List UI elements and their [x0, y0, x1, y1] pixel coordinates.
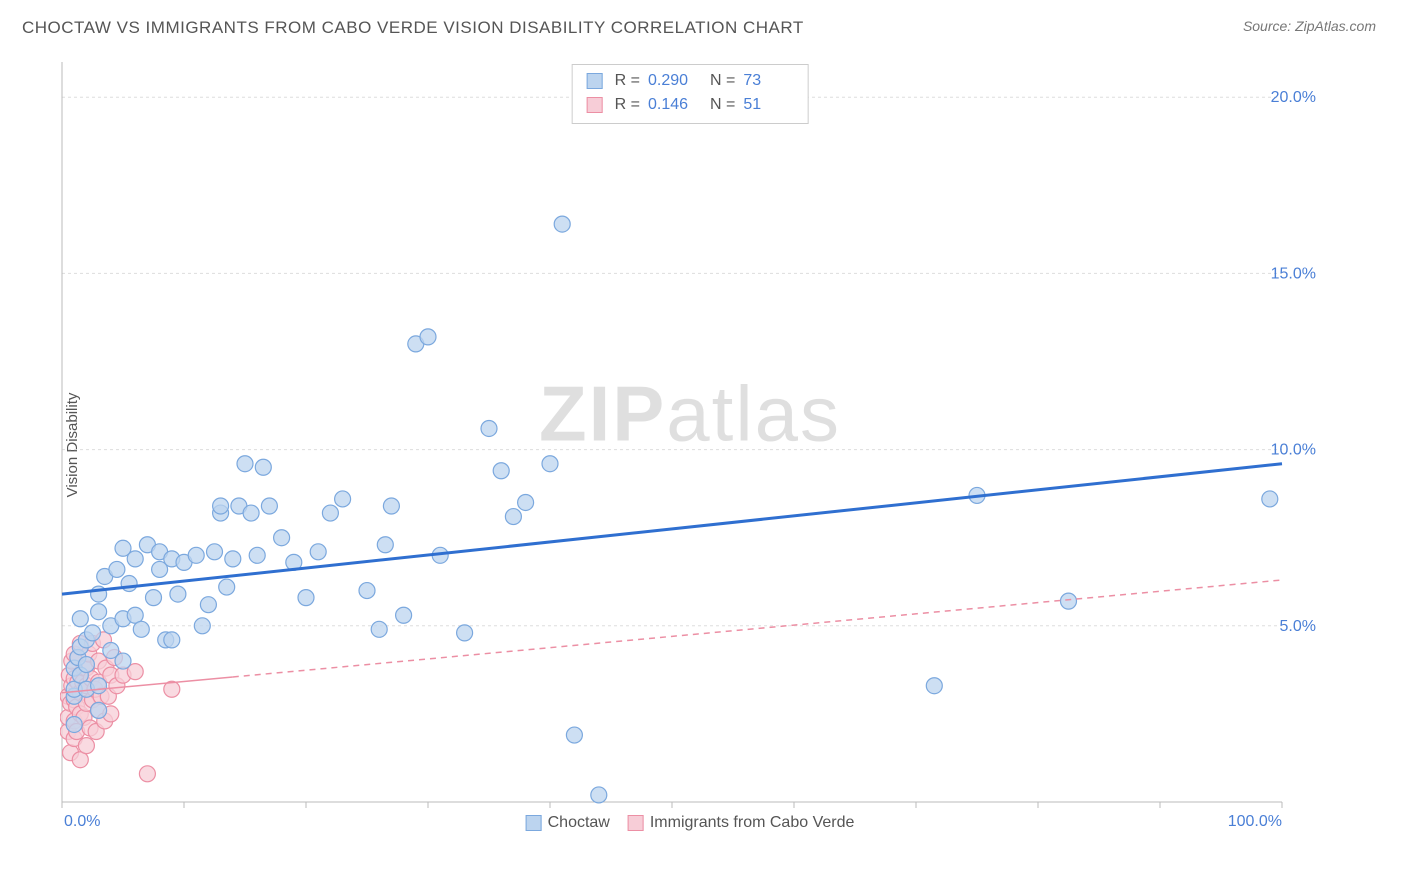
svg-text:5.0%: 5.0% — [1280, 618, 1316, 635]
svg-text:0.0%: 0.0% — [64, 813, 100, 830]
legend-label-choctaw: Choctaw — [548, 814, 610, 832]
legend-item-cabo: Immigrants from Cabo Verde — [628, 814, 855, 832]
legend-item-choctaw: Choctaw — [526, 814, 610, 832]
stats-legend: R = 0.290 N = 73 R = 0.146 N = 51 — [572, 64, 809, 124]
source-label: Source: ZipAtlas.com — [1243, 18, 1376, 34]
swatch-choctaw-icon — [526, 815, 542, 831]
legend-label-cabo: Immigrants from Cabo Verde — [650, 814, 855, 832]
svg-text:10.0%: 10.0% — [1271, 442, 1316, 459]
plot-area: ZIPatlas 5.0%10.0%15.0%20.0%0.0%100.0% R… — [60, 60, 1320, 830]
n-value-cabo: 51 — [743, 93, 793, 117]
r-label: R = — [615, 69, 640, 93]
stats-row-choctaw: R = 0.290 N = 73 — [587, 69, 794, 93]
r-value-choctaw: 0.290 — [648, 69, 698, 93]
swatch-choctaw-icon — [587, 73, 603, 89]
swatch-cabo-icon — [587, 97, 603, 113]
n-label: N = — [710, 69, 735, 93]
chart-title: CHOCTAW VS IMMIGRANTS FROM CABO VERDE VI… — [22, 18, 804, 38]
series-legend: Choctaw Immigrants from Cabo Verde — [526, 814, 855, 832]
n-value-choctaw: 73 — [743, 69, 793, 93]
stats-row-cabo: R = 0.146 N = 51 — [587, 93, 794, 117]
n-label: N = — [710, 93, 735, 117]
swatch-cabo-icon — [628, 815, 644, 831]
svg-text:15.0%: 15.0% — [1271, 265, 1316, 282]
r-value-cabo: 0.146 — [648, 93, 698, 117]
svg-text:100.0%: 100.0% — [1228, 813, 1282, 830]
r-label: R = — [615, 93, 640, 117]
scatter-chart: 5.0% 10.0% 15.0% 20.0% 0.0% 100.0% — [60, 60, 1320, 830]
svg-text:20.0%: 20.0% — [1271, 89, 1316, 106]
chart-container: Vision Disability ZIPatlas 5.0%10.0%15.0… — [50, 60, 1370, 830]
